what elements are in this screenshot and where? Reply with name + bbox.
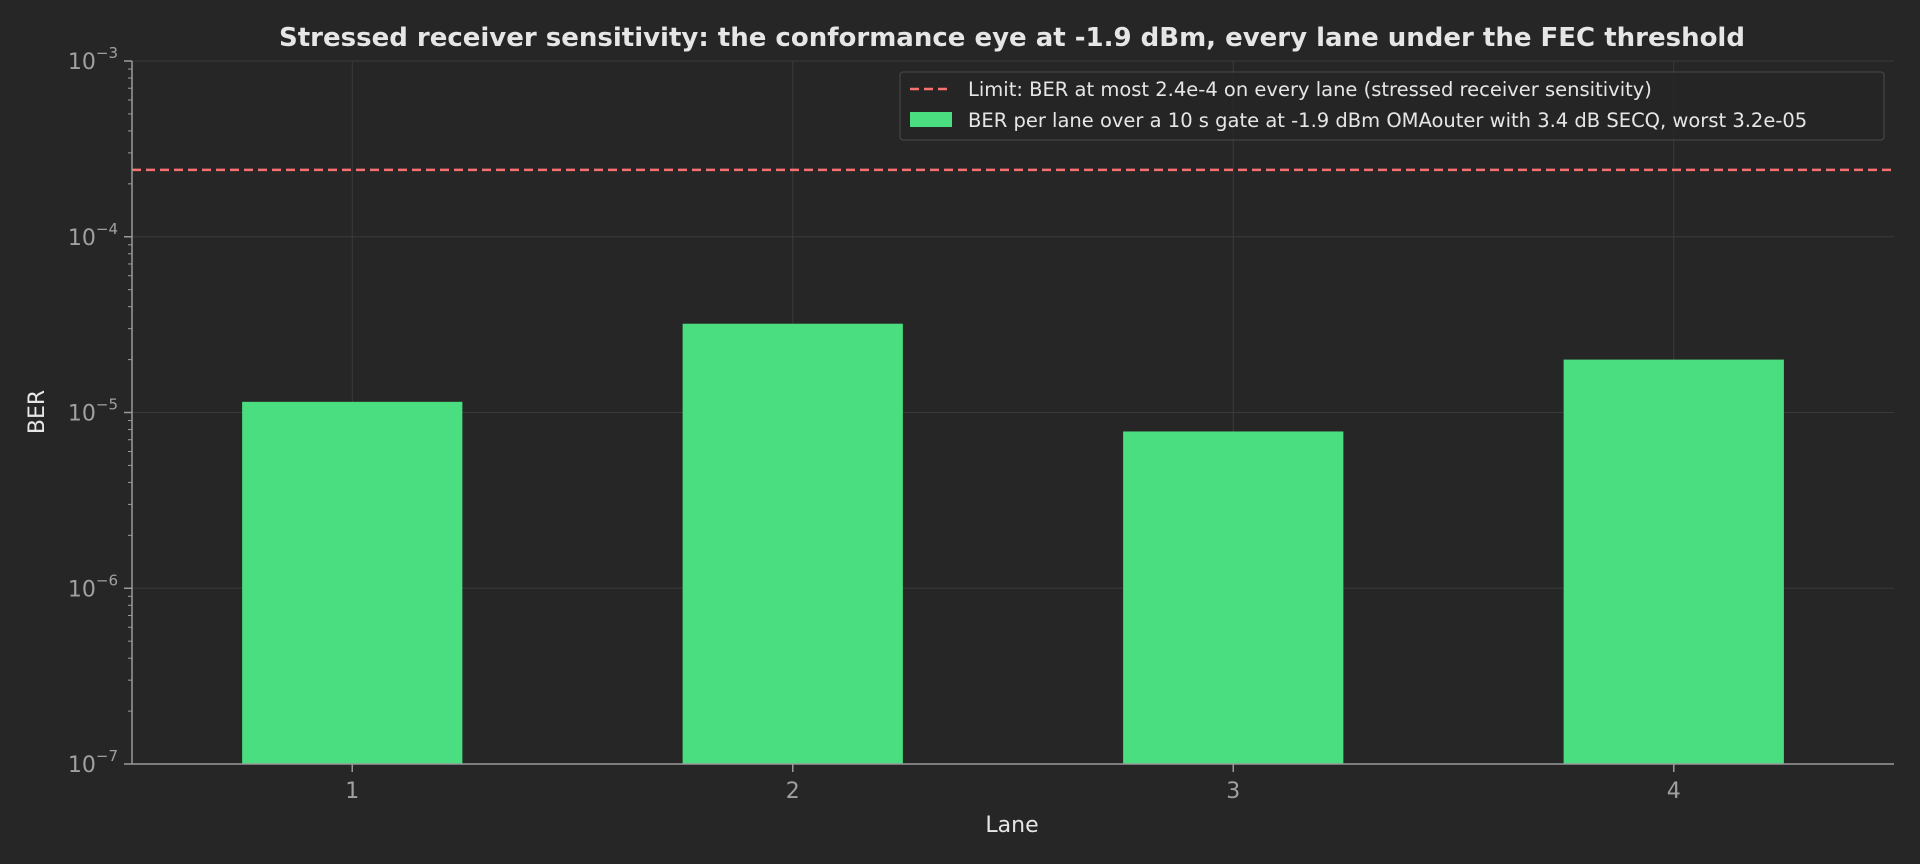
x-tick-label: 4 (1667, 779, 1681, 804)
x-tick-labels: 1 2 3 4 (345, 779, 1681, 804)
bar-lane-3 (1123, 431, 1344, 764)
bar-lane-2 (682, 323, 903, 764)
y-axis-label: BER (25, 390, 50, 434)
y-tick-labels: 10−3 10−4 10−5 10−6 10−7 (68, 44, 118, 778)
legend: Limit: BER at most 2.4e-4 on every lane … (899, 71, 1885, 141)
x-tick-label: 1 (345, 779, 359, 804)
legend-bar-label: BER per lane over a 10 s gate at -1.9 dB… (968, 109, 1807, 132)
bar-lane-4 (1563, 359, 1784, 764)
x-tick-label: 3 (1226, 779, 1240, 804)
x-axis-label: Lane (985, 813, 1038, 838)
y-tick-label: 10−3 (68, 44, 118, 75)
bar-lane-1 (242, 401, 463, 764)
y-tick-label: 10−5 (68, 396, 118, 427)
axes (124, 60, 1894, 772)
y-tick-label: 10−7 (68, 747, 118, 778)
y-tick-label: 10−4 (68, 220, 118, 251)
chart-title: Stressed receiver sensitivity: the confo… (279, 23, 1745, 53)
y-tick-label: 10−6 (68, 571, 118, 602)
legend-bar-swatch (910, 112, 952, 127)
x-tick-label: 2 (786, 779, 800, 804)
legend-box (899, 71, 1885, 141)
legend-limit-label: Limit: BER at most 2.4e-4 on every lane … (968, 78, 1652, 101)
bar-series (242, 323, 1784, 764)
